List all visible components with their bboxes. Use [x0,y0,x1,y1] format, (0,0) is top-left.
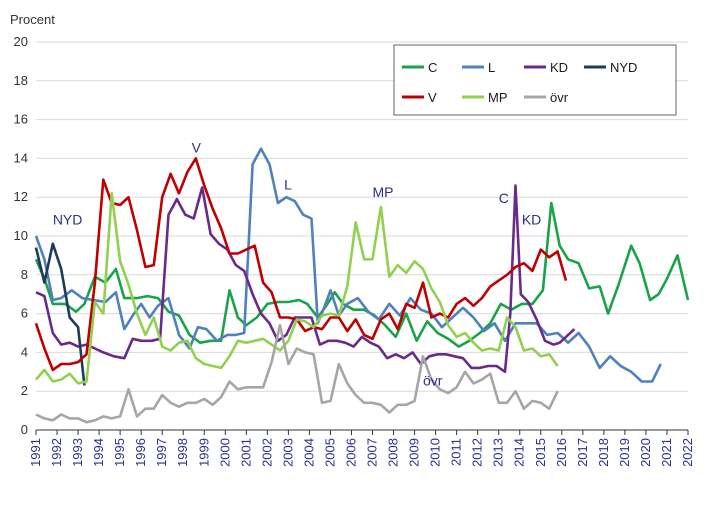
annotation-label: MP [373,184,394,200]
x-tick-label: 1998 [175,438,190,467]
x-tick-label: 2020 [638,438,653,467]
x-tick-label: 1996 [133,438,148,467]
x-tick-label: 1993 [70,438,85,467]
series-line-1 [34,147,662,383]
legend: C L KD NYD V MP övr [393,44,677,116]
legend-label: C [428,60,437,75]
x-tick-label: 2004 [301,438,316,467]
series-lines [34,147,690,424]
y-tick-label: 0 [21,422,28,437]
x-tick-label: 2007 [365,438,380,467]
y-tick-label: 18 [14,73,28,88]
legend-box [393,44,677,116]
x-tick-label: 1992 [49,438,64,467]
series-line-3 [34,242,86,386]
series-line-5 [35,192,559,385]
y-tick-label: 16 [14,112,28,127]
y-tick-label: 12 [14,189,28,204]
x-tick-label: 1997 [154,438,169,467]
y-tick-label: 14 [14,150,28,165]
y-axis-label: Procent [10,12,55,27]
y-tick-label: 10 [14,228,28,243]
y-tick-label: 4 [21,344,28,359]
x-tick-label: 2011 [449,438,464,466]
x-tick-label: 2016 [554,438,569,467]
annotation-label: L [284,176,292,192]
x-tick-label: 2000 [217,438,232,467]
legend-label: V [428,90,437,105]
x-tick-label: 2001 [238,438,253,467]
y-tick-label: 6 [21,306,28,321]
x-tick-label: 2015 [533,438,548,467]
gridlines [36,41,688,392]
x-tick-label: 2008 [386,438,401,467]
y-tick-label: 20 [14,34,28,49]
annotation-label: övr [423,372,443,388]
annotation-label: V [192,140,202,156]
x-tick-label: 1995 [112,438,127,467]
x-tick-label: 2006 [343,438,358,467]
y-tick-label: 2 [21,383,28,398]
series-line-0 [34,201,690,348]
x-tick-label: 2002 [259,438,274,467]
series-line-4 [34,157,568,372]
series-annotations: NYD V L MP C KD övr [53,140,541,389]
legend-label: NYD [610,60,637,75]
x-axis-ticks: 1991 1992 1993 1994 1995 1996 1997 1998 1999 2000… [28,430,695,467]
x-tick-label: 1999 [196,438,211,467]
annotation-label: NYD [53,211,83,227]
legend-label: KD [550,60,568,75]
x-tick-label: 2018 [596,438,611,467]
legend-label: L [488,60,495,75]
x-tick-label: 2013 [491,438,506,467]
legend-label: övr [550,90,569,105]
x-tick-label: 1994 [91,438,106,467]
annotation-label: C [499,190,509,206]
x-tick-label: 2017 [575,438,590,467]
annotation-label: KD [522,211,541,227]
x-tick-label: 2005 [322,438,337,467]
series-line-2 [35,184,576,374]
x-tick-label: 2021 [659,438,674,467]
series-line-6 [35,323,559,424]
x-tick-label: 2003 [280,438,295,467]
y-axis-ticks: 0 2 4 6 8 10 12 14 16 18 20 [14,34,28,437]
x-tick-label: 2014 [512,438,527,467]
y-tick-label: 8 [21,267,28,282]
x-tick-label: 1991 [28,438,43,467]
x-tick-label: 2019 [617,438,632,467]
x-tick-label: 2012 [470,438,485,467]
x-tick-label: 2022 [680,438,695,467]
legend-label: MP [488,90,508,105]
x-tick-label: 2010 [428,438,443,467]
x-tick-label: 2009 [407,438,422,467]
